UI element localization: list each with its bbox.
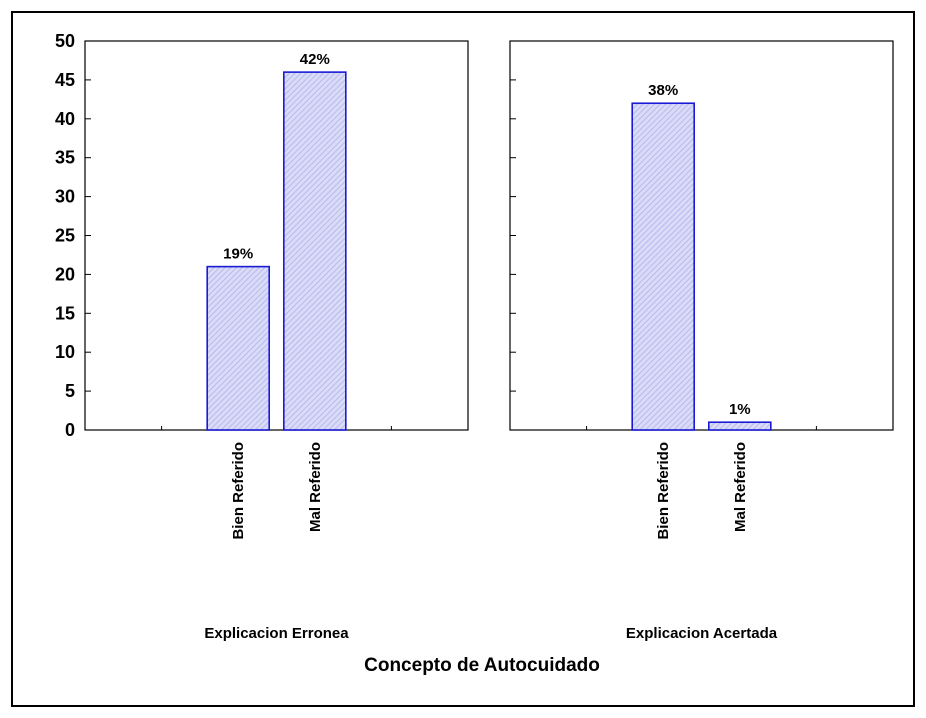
y-tick-label: 15 [55,303,75,323]
category-label: Mal Referido [732,442,749,532]
outer-frame [11,11,915,707]
y-tick-label: 45 [55,70,75,90]
y-tick-label: 35 [55,148,75,168]
category-label: Mal Referido [307,442,324,532]
plot-layer: 0 5 10 15 20 25 30 35 40 45 50 19% Bien Referido 42% M… [55,31,894,642]
group-label: Explicacion Erronea [204,625,349,642]
y-tick-label: 10 [55,342,75,362]
y-tick-label: 0 [65,420,75,440]
bar [631,102,696,431]
group-label: Explicacion Acertada [626,625,778,642]
data-label: 1% [729,401,751,418]
y-tick-label: 25 [55,226,75,246]
y-tick-label: 50 [55,31,75,51]
data-label: 19% [223,246,253,263]
data-label: 42% [300,51,330,68]
bar [282,71,347,431]
bar [206,265,270,431]
category-label: Bien Referido [655,442,672,540]
x-axis-title: Concepto de Autocuidado [364,655,600,676]
y-tick-label: 20 [55,264,75,284]
category-label: Bien Referido [230,442,247,540]
y-tick-label: 40 [55,109,75,129]
y-tick-label: 30 [55,187,75,207]
data-label: 38% [648,82,678,99]
y-tick-label: 5 [65,381,75,401]
bar [707,421,772,431]
